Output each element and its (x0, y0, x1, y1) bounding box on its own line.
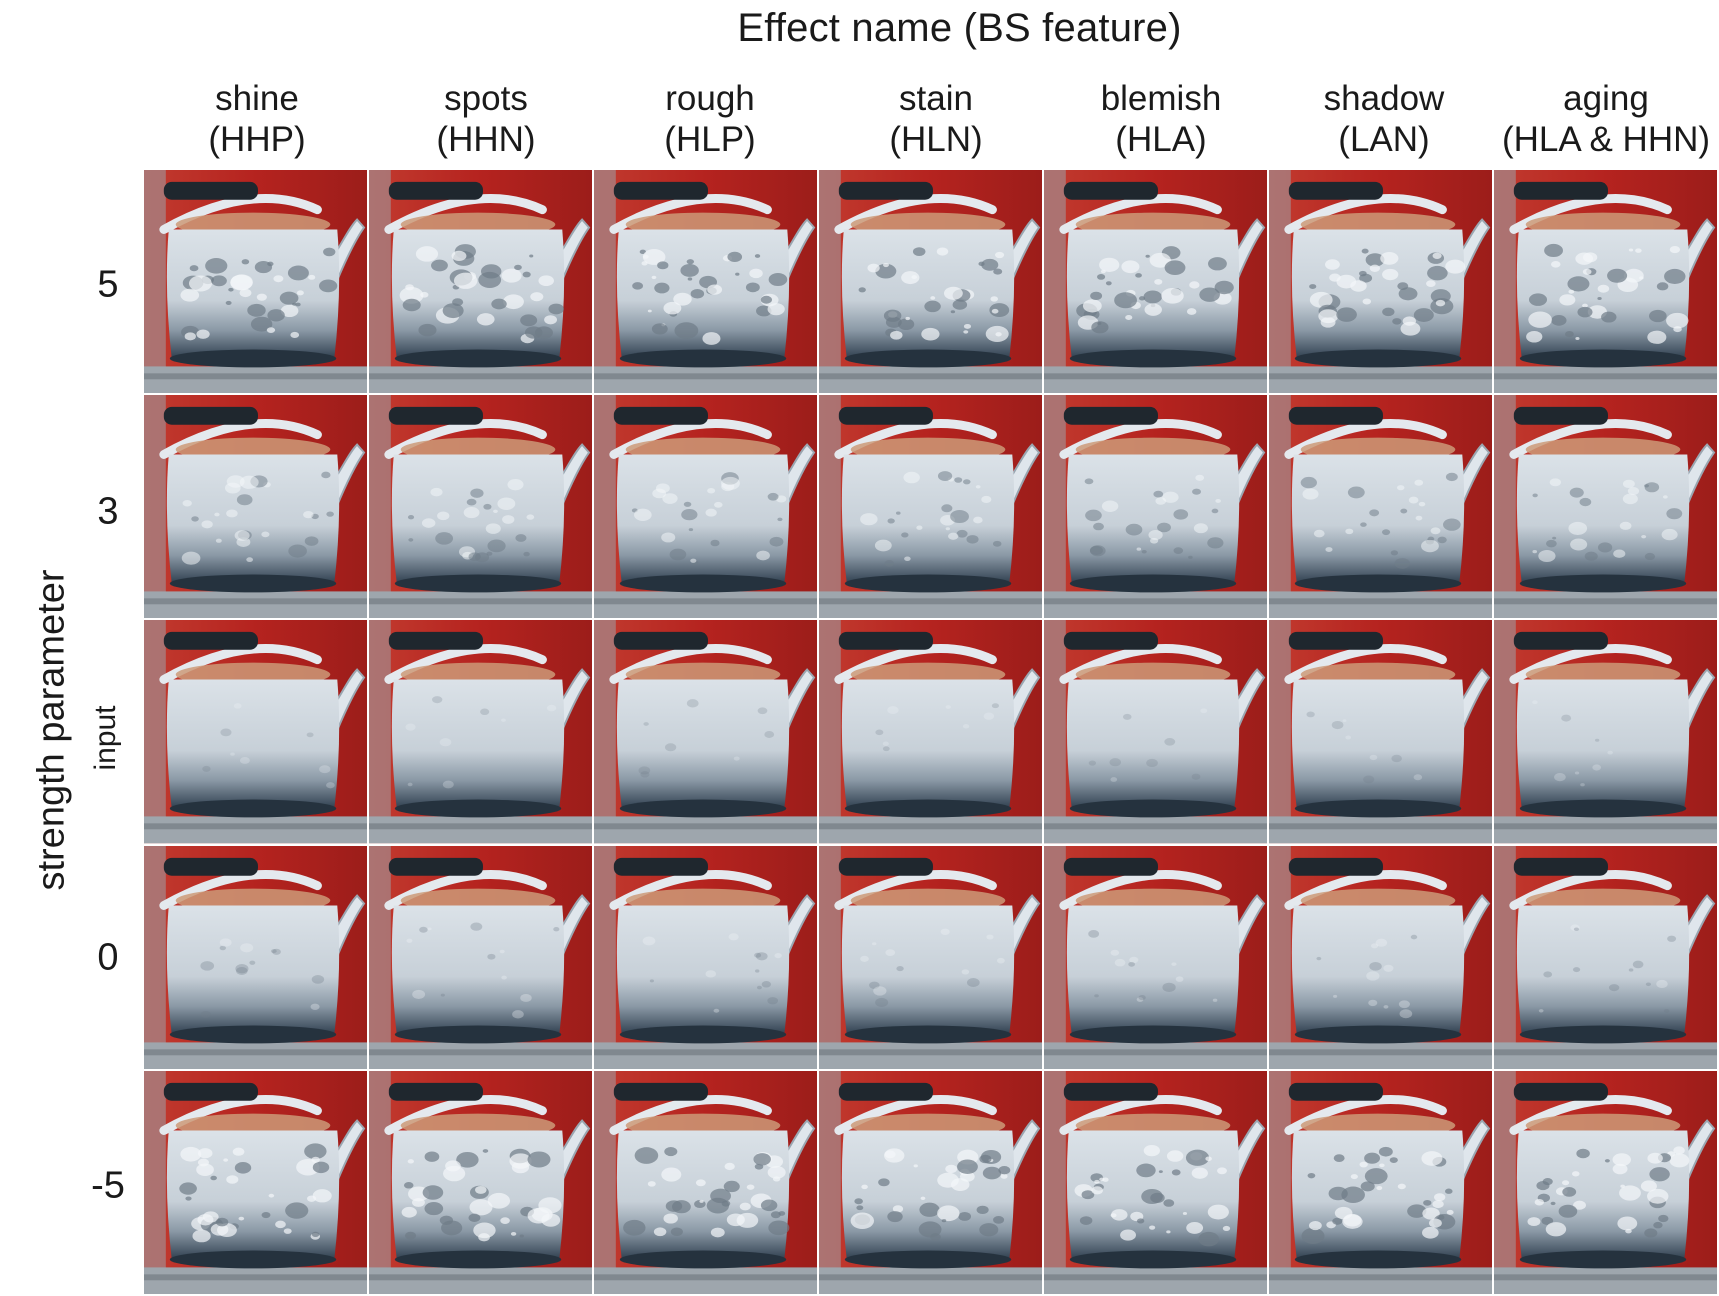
kettle-image-aging-0 (1494, 845, 1717, 1069)
column-effect-name: shine (215, 79, 299, 118)
row-label-0: 0 (97, 936, 119, 979)
column-label-shadow: shadow (LAN) (1269, 78, 1499, 160)
row-label-5: 5 (97, 263, 119, 306)
image-grid (144, 170, 1719, 1296)
column-feature-code: (LAN) (1338, 120, 1430, 159)
kettle-image-rough--5 (594, 1070, 817, 1294)
kettle-image-blemish-5 (1044, 170, 1267, 394)
kettle-image-shine-input (144, 620, 367, 844)
column-effect-name: stain (899, 79, 973, 118)
column-label-spots: spots (HHN) (371, 78, 601, 160)
kettle-image-stain--5 (819, 1070, 1042, 1294)
kettle-image-rough-0 (594, 845, 817, 1069)
kettle-image-aging-5 (1494, 170, 1717, 394)
kettle-image-shadow--5 (1269, 1070, 1492, 1294)
column-feature-code: (HLP) (664, 120, 756, 159)
kettle-image-blemish-0 (1044, 845, 1267, 1069)
kettle-image-shine--5 (144, 1070, 367, 1294)
kettle-image-shine-0 (144, 845, 367, 1069)
column-feature-code: (HLN) (889, 120, 983, 159)
figure-title: Effect name (BS feature) (737, 6, 1182, 50)
column-effect-name: aging (1563, 79, 1649, 118)
column-label-shine: shine (HHP) (142, 78, 372, 160)
kettle-image-stain-3 (819, 395, 1042, 619)
kettle-image-aging--5 (1494, 1070, 1717, 1294)
kettle-image-shadow-3 (1269, 395, 1492, 619)
kettle-image-shadow-5 (1269, 170, 1492, 394)
row-label-input: input (89, 705, 122, 771)
kettle-image-aging-3 (1494, 395, 1717, 619)
kettle-image-spots-5 (369, 170, 592, 394)
kettle-image-blemish-3 (1044, 395, 1267, 619)
column-label-aging: aging (HLA & HHN) (1491, 78, 1719, 160)
column-effect-name: shadow (1323, 79, 1445, 118)
y-axis-title: strength parameter (30, 569, 73, 891)
column-feature-code: (HHP) (208, 120, 306, 159)
column-feature-code: (HLA & HHN) (1501, 120, 1711, 159)
kettle-image-spots-3 (369, 395, 592, 619)
kettle-image-shine-5 (144, 170, 367, 394)
kettle-image-blemish-input (1044, 620, 1267, 844)
kettle-image-aging-input (1494, 620, 1717, 844)
column-feature-code: (HHN) (436, 120, 536, 159)
column-label-rough: rough (HLP) (595, 78, 825, 160)
row-label-3: 3 (97, 490, 119, 533)
row-label--5: -5 (91, 1164, 125, 1207)
column-feature-code: (HLA) (1115, 120, 1207, 159)
kettle-image-stain-0 (819, 845, 1042, 1069)
kettle-image-spots--5 (369, 1070, 592, 1294)
kettle-image-shadow-0 (1269, 845, 1492, 1069)
kettle-image-rough-5 (594, 170, 817, 394)
kettle-image-rough-input (594, 620, 817, 844)
kettle-image-shine-3 (144, 395, 367, 619)
kettle-image-spots-input (369, 620, 592, 844)
kettle-image-blemish--5 (1044, 1070, 1267, 1294)
kettle-image-rough-3 (594, 395, 817, 619)
kettle-image-spots-0 (369, 845, 592, 1069)
kettle-image-shadow-input (1269, 620, 1492, 844)
kettle-image-stain-input (819, 620, 1042, 844)
column-effect-name: blemish (1100, 79, 1222, 118)
column-effect-name: rough (665, 79, 755, 118)
column-label-stain: stain (HLN) (821, 78, 1051, 160)
kettle-image-stain-5 (819, 170, 1042, 394)
column-label-blemish: blemish (HLA) (1046, 78, 1276, 160)
column-effect-name: spots (444, 79, 528, 118)
